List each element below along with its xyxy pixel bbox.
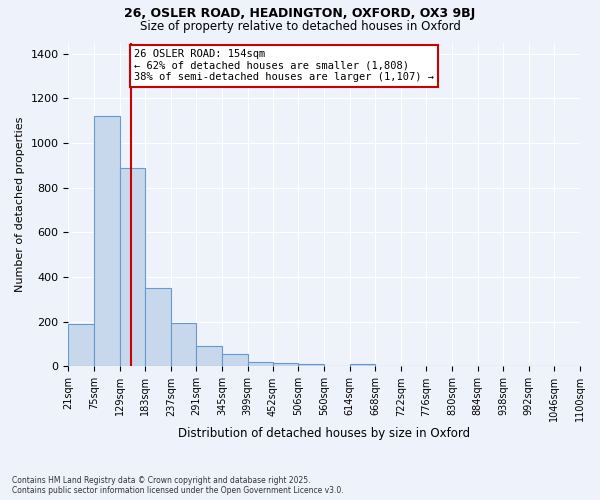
Text: 26 OSLER ROAD: 154sqm
← 62% of detached houses are smaller (1,808)
38% of semi-d: 26 OSLER ROAD: 154sqm ← 62% of detached … [134,49,434,82]
Bar [298,364,324,366]
Bar [171,323,196,366]
Bar [273,363,298,366]
Text: Contains HM Land Registry data © Crown copyright and database right 2025.
Contai: Contains HM Land Registry data © Crown c… [12,476,344,495]
Bar [196,346,222,366]
Bar [94,116,119,366]
Text: Size of property relative to detached houses in Oxford: Size of property relative to detached ho… [140,20,460,33]
Bar [248,362,273,366]
Bar [119,168,145,366]
Y-axis label: Number of detached properties: Number of detached properties [15,117,25,292]
X-axis label: Distribution of detached houses by size in Oxford: Distribution of detached houses by size … [178,427,470,440]
Bar [145,288,171,366]
Bar [68,324,94,366]
Bar [350,364,375,366]
Text: 26, OSLER ROAD, HEADINGTON, OXFORD, OX3 9BJ: 26, OSLER ROAD, HEADINGTON, OXFORD, OX3 … [124,8,476,20]
Bar [222,354,248,366]
